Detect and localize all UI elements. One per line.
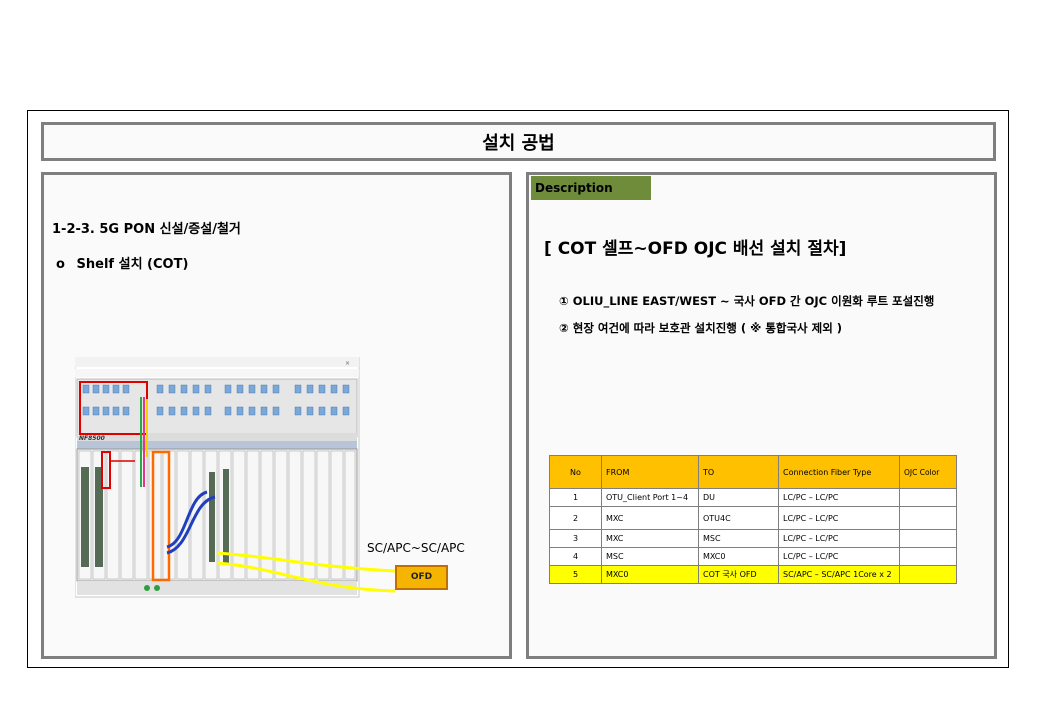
row-no: 5 xyxy=(549,565,602,584)
row-no: 2 xyxy=(549,506,602,530)
row-type: LC/PC – LC/PC xyxy=(778,547,900,566)
step-1: ① OLIU_LINE EAST/WEST ~ 국사 OFD 간 OJC 이원화… xyxy=(559,294,935,308)
procedure-title: [ COT 셀프~OFD OJC 배선 설치 절차] xyxy=(544,239,847,259)
row-from: OTU_Client Port 1~4 xyxy=(601,488,699,507)
shelf-model-label: NF8500 xyxy=(79,435,105,442)
table-header-row: No FROM TO Connection Fiber Type OJC Col… xyxy=(549,455,957,489)
row-no: 3 xyxy=(549,529,602,548)
row-color xyxy=(899,565,957,584)
row-color xyxy=(899,529,957,548)
bullet-item: o Shelf 설치 (COT) xyxy=(56,253,188,272)
header-no: No xyxy=(549,455,602,489)
header-connection-type: Connection Fiber Type xyxy=(778,455,900,489)
table-row: 4 MSC MXC0 LC/PC – LC/PC xyxy=(549,547,957,566)
table-row-highlighted: 5 MXC0 COT 국사 OFD SC/APC – SC/APC 1Core … xyxy=(549,565,957,584)
row-to: MXC0 xyxy=(698,547,779,566)
connection-table: No FROM TO Connection Fiber Type OJC Col… xyxy=(549,455,957,584)
row-type: LC/PC – LC/PC xyxy=(778,506,900,530)
blue-cable xyxy=(166,490,208,549)
slide-frame xyxy=(27,110,1009,668)
row-to: OTU4C xyxy=(698,506,779,530)
row-to: DU xyxy=(698,488,779,507)
step-2: ② 현장 여건에 따라 보호관 설치진행 ( ※ 통합국사 제외 ) xyxy=(559,321,843,335)
shelf-diagram: × NF8500 xyxy=(75,357,395,598)
page-title: 설치 공법 xyxy=(41,122,996,161)
row-color xyxy=(899,547,957,566)
row-no: 4 xyxy=(549,547,602,566)
bullet-text: Shelf 설치 (COT) xyxy=(76,257,189,272)
header-from: FROM xyxy=(601,455,699,489)
section-heading: 1-2-3. 5G PON 신설/증설/철거 xyxy=(52,222,241,237)
row-type: LC/PC – LC/PC xyxy=(778,488,900,507)
row-color xyxy=(899,506,957,530)
row-color xyxy=(899,488,957,507)
orange-highlight-box xyxy=(151,450,171,582)
header-to: TO xyxy=(698,455,779,489)
yellow-cable xyxy=(216,551,395,573)
description-tag: Description xyxy=(531,176,651,200)
connector-label: SC/APC~SC/APC xyxy=(367,541,465,555)
row-from: MSC xyxy=(601,547,699,566)
row-from: MXC xyxy=(601,506,699,530)
row-no: 1 xyxy=(549,488,602,507)
table-row: 1 OTU_Client Port 1~4 DU LC/PC – LC/PC xyxy=(549,488,957,507)
row-type: SC/APC – SC/APC 1Core x 2 xyxy=(778,565,900,584)
row-to: MSC xyxy=(698,529,779,548)
right-panel: Description [ COT 셀프~OFD OJC 배선 설치 절차] ①… xyxy=(526,172,997,659)
row-from: MXC0 xyxy=(601,565,699,584)
header-ojc-color: OJC Color xyxy=(899,455,957,489)
table-row: 2 MXC OTU4C LC/PC – LC/PC xyxy=(549,506,957,530)
row-type: LC/PC – LC/PC xyxy=(778,529,900,548)
bullet-mark: o xyxy=(56,257,65,272)
close-icon: × xyxy=(345,360,350,367)
table-row: 3 MXC MSC LC/PC – LC/PC xyxy=(549,529,957,548)
row-from: MXC xyxy=(601,529,699,548)
row-to: COT 국사 OFD xyxy=(698,565,779,584)
ofd-box: OFD xyxy=(395,565,448,590)
